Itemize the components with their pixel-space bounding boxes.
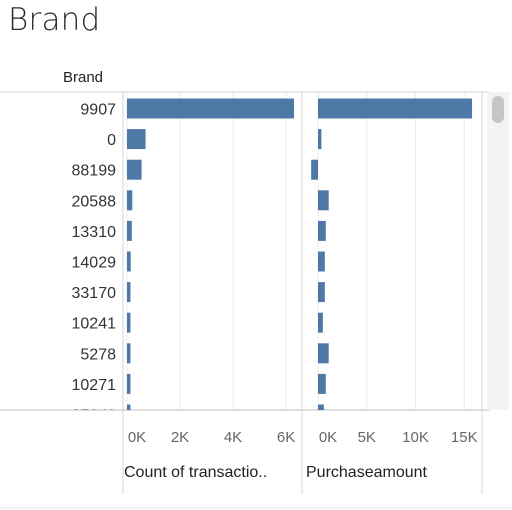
measure-title: Purchaseamount (306, 464, 428, 481)
scrollbar-thumb[interactable] (492, 96, 504, 123)
axis-tick-label: 5K (358, 429, 376, 446)
axis-tick-label: 4K (224, 429, 242, 446)
axis-tick-label: 0K (319, 429, 337, 446)
bar[interactable] (318, 282, 325, 302)
row-label[interactable]: 5278 (80, 346, 116, 363)
row-label[interactable]: 20588 (72, 193, 117, 210)
bar[interactable] (127, 190, 132, 210)
bar[interactable] (127, 405, 130, 425)
row-label[interactable]: 13310 (72, 224, 117, 241)
bar[interactable] (318, 252, 325, 272)
scrollbar-track[interactable] (487, 92, 509, 410)
axis-tick-label: 0K (128, 429, 146, 446)
row-label[interactable]: 88199 (72, 163, 117, 180)
row-label[interactable]: 9907 (80, 102, 116, 119)
measure-title: Count of transactio.. (124, 464, 267, 481)
bar[interactable] (318, 374, 326, 394)
bar[interactable] (127, 221, 132, 241)
axis-tick-label: 10K (402, 429, 429, 446)
row-label[interactable]: 0 (107, 132, 116, 149)
axis-tick-label: 6K (277, 429, 295, 446)
bar[interactable] (127, 99, 294, 119)
row-label[interactable]: 10271 (72, 377, 117, 394)
bar[interactable] (318, 221, 326, 241)
bar[interactable] (318, 129, 321, 149)
bar[interactable] (127, 313, 130, 333)
bar[interactable] (311, 160, 318, 180)
bar[interactable] (127, 129, 146, 149)
bar[interactable] (127, 374, 130, 394)
row-label[interactable]: 33170 (72, 285, 117, 302)
row-label[interactable]: 14029 (72, 255, 117, 272)
bar[interactable] (318, 313, 323, 333)
axis-tick-label: 15K (451, 429, 478, 446)
bar[interactable] (127, 343, 130, 363)
axis-tick-label: 2K (171, 429, 189, 446)
bar[interactable] (318, 190, 329, 210)
bar[interactable] (127, 282, 130, 302)
bar[interactable] (127, 252, 131, 272)
bar[interactable] (318, 343, 329, 363)
row-label[interactable]: 10241 (72, 316, 117, 333)
bar[interactable] (318, 99, 472, 119)
bar[interactable] (318, 405, 324, 425)
bar[interactable] (127, 160, 142, 180)
